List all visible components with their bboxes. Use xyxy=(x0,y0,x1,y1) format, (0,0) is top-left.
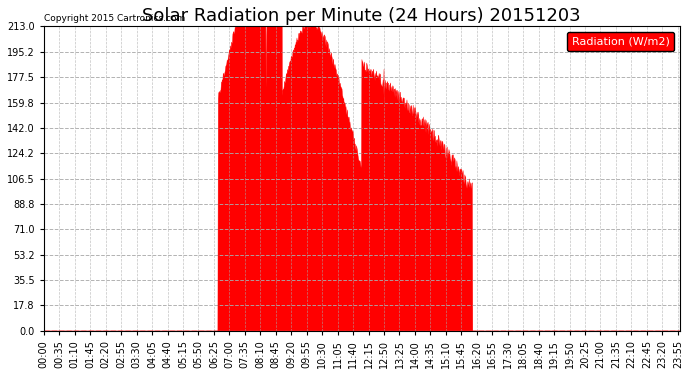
Text: Copyright 2015 Cartronics.com: Copyright 2015 Cartronics.com xyxy=(44,15,186,24)
Title: Solar Radiation per Minute (24 Hours) 20151203: Solar Radiation per Minute (24 Hours) 20… xyxy=(142,7,581,25)
Legend: Radiation (W/m2): Radiation (W/m2) xyxy=(567,32,674,51)
